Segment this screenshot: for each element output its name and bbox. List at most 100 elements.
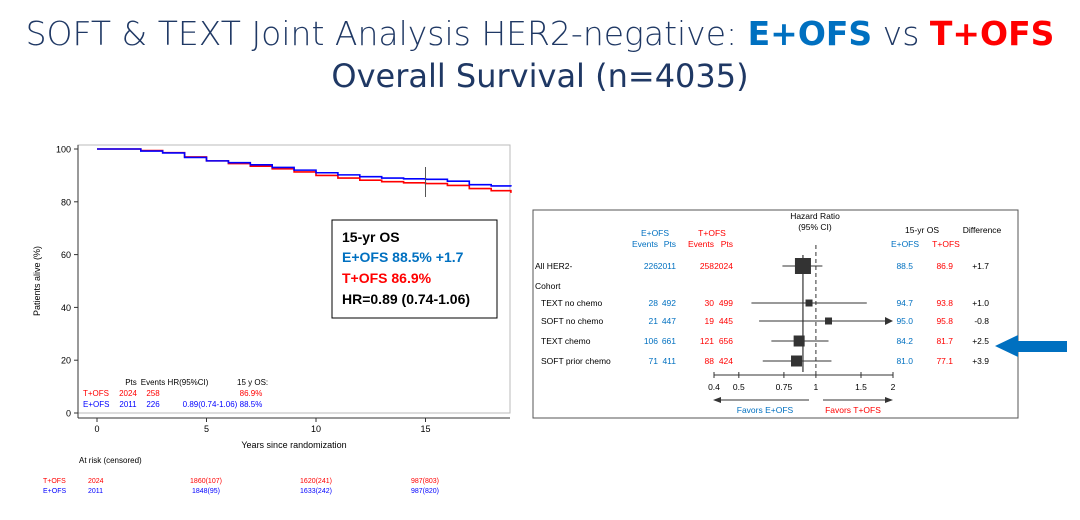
row-value: 447 bbox=[662, 316, 676, 326]
annotation-box bbox=[331, 219, 498, 319]
favors-e-label: Favors E+OFS bbox=[737, 405, 794, 415]
at-risk-value: 2024 bbox=[88, 478, 104, 485]
row-value: 492 bbox=[662, 298, 676, 308]
row-value: +3.9 bbox=[972, 356, 989, 366]
title-text: SOFT & TEXT Joint Analysis HER2-negative… bbox=[25, 14, 748, 53]
y-tick-label: 100 bbox=[56, 145, 71, 155]
hr-marker bbox=[791, 355, 803, 367]
column-header: Events bbox=[688, 239, 714, 249]
favors-t-label: Favors T+OFS bbox=[825, 405, 881, 415]
slide-title: SOFT & TEXT Joint Analysis HER2-negative… bbox=[0, 14, 1080, 54]
y-axis-label: Patients alive (%) bbox=[32, 246, 42, 316]
forest-x-tick-label: 2 bbox=[891, 382, 896, 392]
row-value: 121 bbox=[700, 336, 714, 346]
forest-x-tick-label: 1 bbox=[814, 382, 819, 392]
row-value: 71 bbox=[649, 356, 659, 366]
row-value: 28 bbox=[649, 298, 659, 308]
os-header: 15-yr OS bbox=[905, 225, 939, 235]
forest-frame bbox=[532, 209, 1019, 419]
row-label: SOFT prior chemo bbox=[541, 356, 611, 366]
row-value: 19 bbox=[705, 316, 715, 326]
hr-marker bbox=[794, 258, 811, 274]
x-tick-label: 10 bbox=[311, 424, 321, 434]
os-e-header: E+OFS bbox=[891, 239, 919, 249]
forest-x-tick-label: 0.75 bbox=[776, 382, 793, 392]
y-tick-label: 0 bbox=[66, 409, 71, 419]
row-value: 88.5 bbox=[896, 261, 913, 271]
y-tick-label: 20 bbox=[61, 356, 71, 366]
annotation-t-ofs: T+OFS 86.9% bbox=[342, 270, 432, 286]
at-risk-value: 1620(241) bbox=[300, 478, 332, 485]
at-risk-value: 1633(242) bbox=[300, 488, 332, 495]
annotation-title: 15-yr OS bbox=[342, 229, 400, 245]
x-tick-label: 5 bbox=[204, 424, 209, 434]
row-value: 94.7 bbox=[896, 298, 913, 308]
row-value: 2024 bbox=[714, 261, 733, 271]
at-risk-value: 987(803) bbox=[411, 478, 439, 485]
inset-os: 86.9% bbox=[240, 389, 263, 398]
hr-marker bbox=[825, 317, 833, 325]
row-value: 88 bbox=[705, 356, 715, 366]
ci-header: (95% CI) bbox=[798, 222, 832, 232]
row-value: +1.0 bbox=[972, 298, 989, 308]
row-value: 499 bbox=[719, 298, 733, 308]
forest-x-tick-label: 1.5 bbox=[855, 382, 867, 392]
favors-e-arrow-icon bbox=[713, 397, 721, 403]
row-label: TEXT chemo bbox=[541, 336, 591, 346]
at-risk-arm: T+OFS bbox=[43, 478, 66, 485]
hr-header: Hazard Ratio bbox=[790, 211, 840, 221]
x-tick-label: 15 bbox=[420, 424, 430, 434]
at-risk-arm: E+OFS bbox=[43, 488, 66, 495]
row-label: TEXT no chemo bbox=[541, 298, 603, 308]
os-t-header: T+OFS bbox=[932, 239, 960, 249]
row-value: -0.8 bbox=[974, 316, 989, 326]
row-value: 656 bbox=[719, 336, 733, 346]
row-value: 95.0 bbox=[896, 316, 913, 326]
y-tick-label: 60 bbox=[61, 250, 71, 260]
t-arm-header: T+OFS bbox=[698, 228, 726, 238]
forest-x-tick-label: 0.4 bbox=[708, 382, 720, 392]
annotation-e-ofs: E+OFS 88.5% +1.7 bbox=[342, 249, 464, 265]
column-header: Events bbox=[632, 239, 658, 249]
inset-header: HR(95%CI) bbox=[168, 378, 209, 387]
e-arm-header: E+OFS bbox=[641, 228, 669, 238]
row-value: +2.5 bbox=[972, 336, 989, 346]
row-value: 424 bbox=[719, 356, 733, 366]
title-vs: vs bbox=[872, 14, 930, 53]
row-value: 2011 bbox=[658, 261, 677, 271]
row-value: +1.7 bbox=[972, 261, 989, 271]
slide-subtitle: Overall Survival (n=4035) bbox=[331, 57, 749, 95]
row-value: 21 bbox=[649, 316, 659, 326]
x-axis-label: Years since randomization bbox=[241, 440, 346, 450]
row-value: 106 bbox=[644, 336, 658, 346]
row-value: 93.8 bbox=[936, 298, 953, 308]
row-value: 226 bbox=[644, 261, 658, 271]
row-value: 86.9 bbox=[936, 261, 953, 271]
inset-arm: T+OFS bbox=[83, 389, 109, 398]
title-t-ofs: T+OFS bbox=[929, 14, 1055, 53]
inset-header: Events bbox=[141, 378, 165, 387]
y-tick-label: 40 bbox=[61, 303, 71, 313]
km-curve-e-ofs bbox=[97, 148, 512, 187]
row-value: 411 bbox=[662, 356, 676, 366]
row-value: 84.2 bbox=[896, 336, 913, 346]
title-e-ofs: E+OFS bbox=[747, 14, 873, 53]
row-value: 661 bbox=[662, 336, 676, 346]
inset-os: 88.5% bbox=[240, 400, 263, 409]
at-risk-value: 2011 bbox=[88, 488, 103, 495]
column-header: Pts bbox=[664, 239, 676, 249]
inset-hr: 0.89(0.74-1.06) bbox=[183, 400, 238, 409]
annotation-hr: HR=0.89 (0.74-1.06) bbox=[342, 291, 470, 307]
km-chart: 0 20 40 60 80 100 0 5 10 15 Years since randomizat… bbox=[32, 144, 512, 495]
row-label: SOFT no chemo bbox=[541, 316, 603, 326]
hr-marker bbox=[805, 299, 813, 307]
column-header: Pts bbox=[721, 239, 733, 249]
row-value: 95.8 bbox=[936, 316, 953, 326]
row-value: 445 bbox=[719, 316, 733, 326]
row-value: 81.7 bbox=[936, 336, 953, 346]
hr-marker bbox=[793, 335, 805, 347]
at-risk-label: At risk (censored) bbox=[79, 456, 142, 465]
at-risk-value: 1860(107) bbox=[190, 478, 222, 485]
